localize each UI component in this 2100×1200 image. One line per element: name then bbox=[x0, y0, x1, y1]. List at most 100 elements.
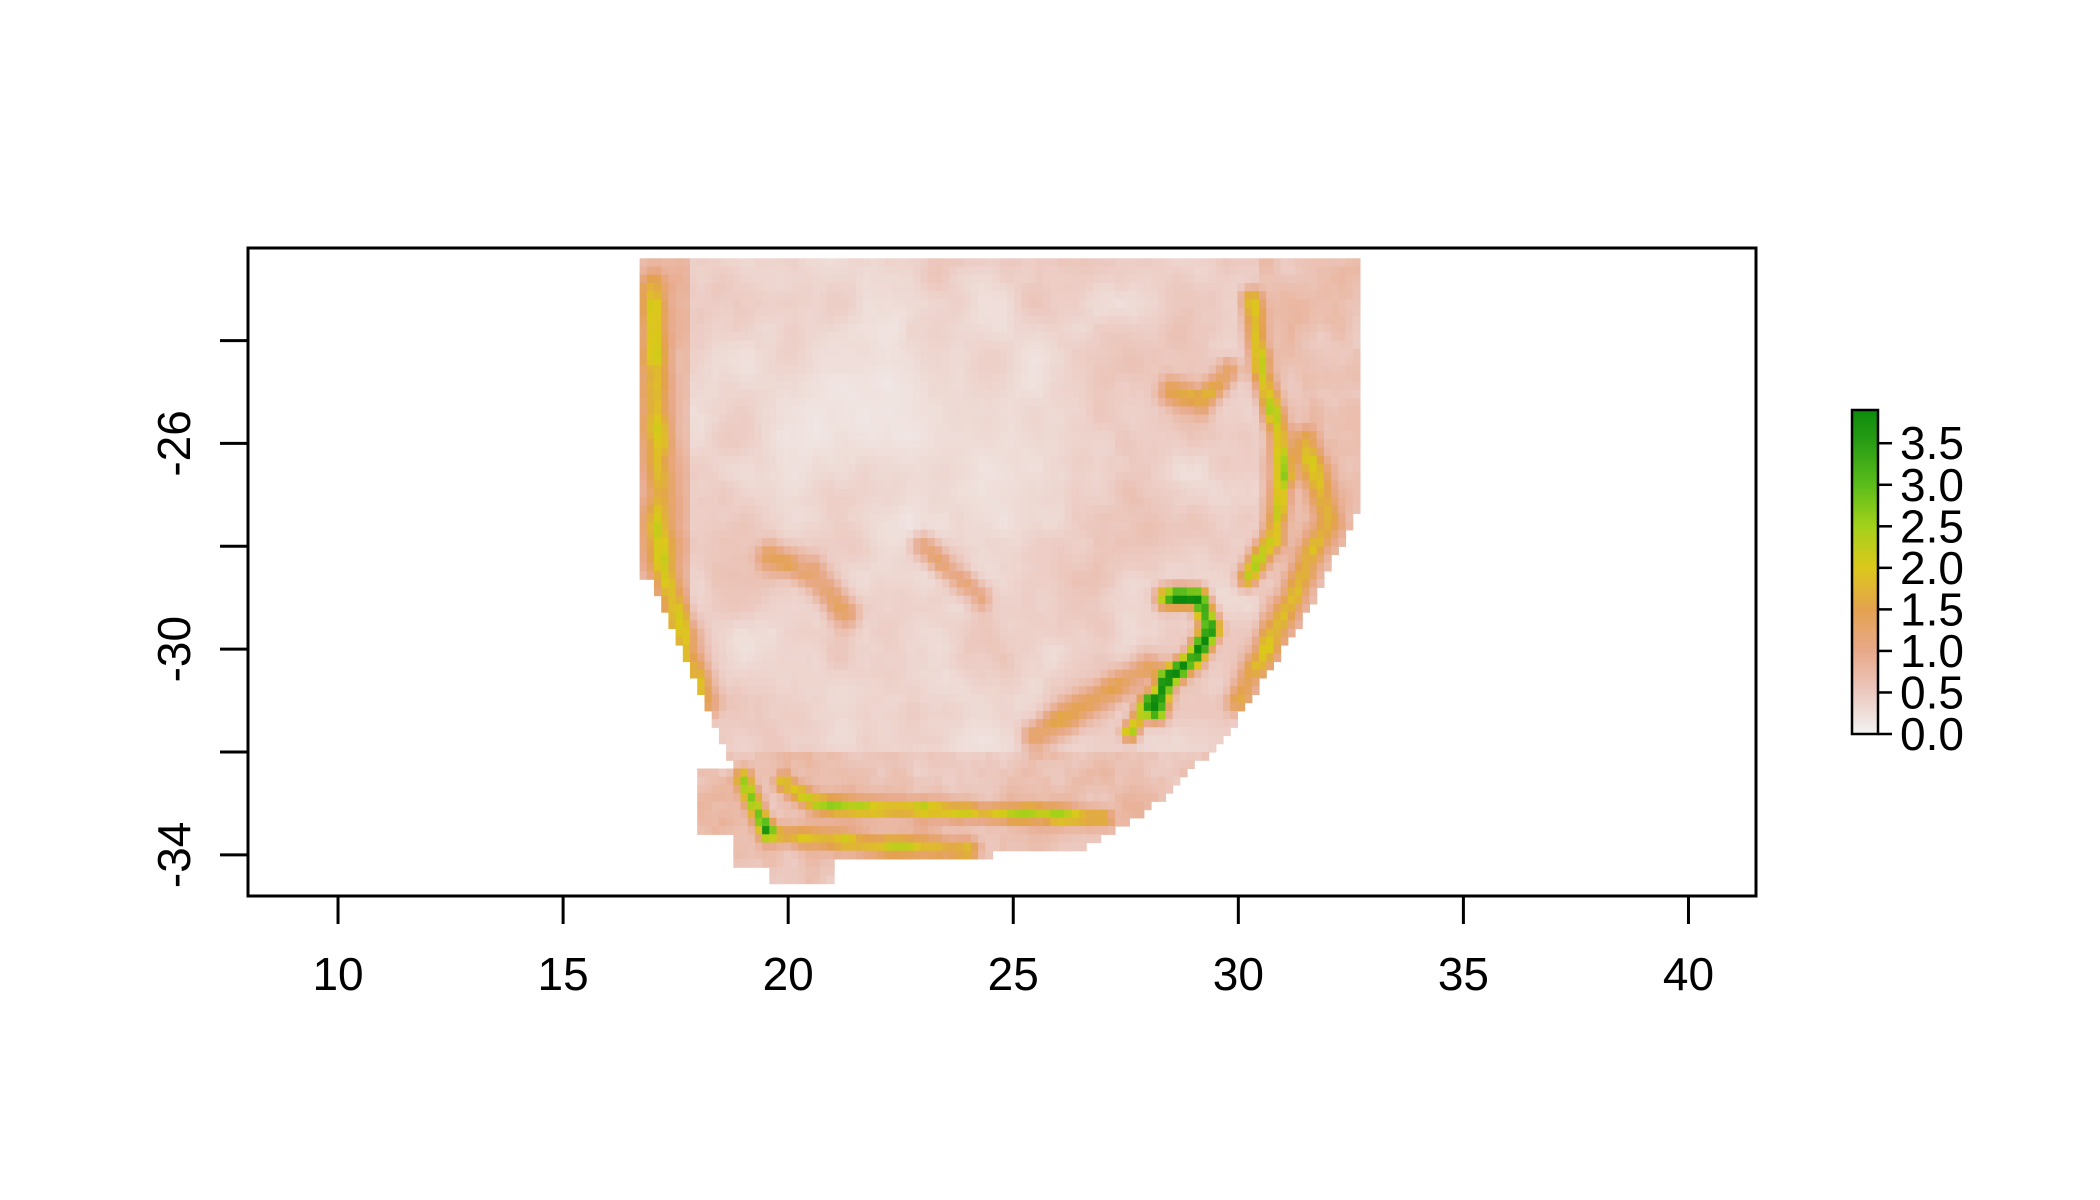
raster-cell bbox=[769, 332, 777, 341]
raster-cell bbox=[813, 374, 821, 383]
raster-cell bbox=[683, 423, 691, 432]
raster-cell bbox=[791, 563, 799, 572]
raster-cell bbox=[1338, 324, 1346, 333]
raster-cell bbox=[877, 678, 885, 687]
raster-cell bbox=[1014, 283, 1022, 292]
raster-cell bbox=[777, 497, 785, 506]
raster-cell bbox=[741, 481, 749, 490]
raster-cell bbox=[741, 357, 749, 366]
raster-cell bbox=[1129, 620, 1137, 629]
raster-cell bbox=[654, 258, 662, 267]
raster-cell bbox=[1295, 612, 1303, 621]
raster-cell bbox=[993, 349, 1001, 358]
raster-cell bbox=[1281, 275, 1289, 284]
raster-cell bbox=[1079, 324, 1087, 333]
raster-cell bbox=[798, 448, 806, 457]
raster-cell bbox=[719, 472, 727, 481]
raster-cell bbox=[1338, 275, 1346, 284]
raster-cell bbox=[1187, 530, 1195, 539]
raster-cell bbox=[1180, 382, 1188, 391]
raster-cell bbox=[1252, 341, 1260, 350]
raster-cell bbox=[856, 267, 864, 276]
raster-cell bbox=[1266, 423, 1274, 432]
raster-cell bbox=[1050, 398, 1058, 407]
raster-cell bbox=[798, 645, 806, 654]
raster-cell bbox=[733, 456, 741, 465]
raster-cell bbox=[683, 299, 691, 308]
raster-cell bbox=[668, 464, 676, 473]
raster-cell bbox=[1036, 332, 1044, 341]
raster-cell bbox=[849, 365, 857, 374]
raster-cell bbox=[733, 670, 741, 679]
raster-cell bbox=[942, 530, 950, 539]
raster-cell bbox=[870, 653, 878, 662]
raster-cell bbox=[1252, 481, 1260, 490]
raster-cell bbox=[928, 538, 936, 547]
raster-cell bbox=[733, 538, 741, 547]
raster-cell bbox=[1079, 258, 1087, 267]
raster-cell bbox=[1173, 563, 1181, 572]
raster-cell bbox=[748, 275, 756, 284]
raster-cell bbox=[762, 415, 770, 424]
raster-cell bbox=[1029, 596, 1037, 605]
raster-cell bbox=[1129, 538, 1137, 547]
raster-cell bbox=[668, 275, 676, 284]
raster-cell bbox=[1266, 662, 1274, 671]
raster-cell bbox=[1021, 505, 1029, 514]
raster-cell bbox=[1187, 390, 1195, 399]
raster-cell bbox=[640, 513, 648, 522]
raster-cell bbox=[964, 522, 972, 531]
raster-cell bbox=[913, 555, 921, 564]
raster-cell bbox=[899, 596, 907, 605]
raster-cell bbox=[1209, 645, 1217, 654]
raster-cell bbox=[1036, 299, 1044, 308]
raster-cell bbox=[1288, 620, 1296, 629]
raster-cell bbox=[1173, 464, 1181, 473]
raster-cell bbox=[1295, 538, 1303, 547]
raster-cell bbox=[668, 612, 676, 621]
raster-cell bbox=[1331, 258, 1339, 267]
raster-cell bbox=[676, 448, 684, 457]
raster-cell bbox=[1194, 406, 1202, 415]
raster-cell bbox=[849, 448, 857, 457]
raster-cell bbox=[762, 497, 770, 506]
raster-cell bbox=[841, 299, 849, 308]
raster-cell bbox=[1338, 390, 1346, 399]
raster-cell bbox=[841, 662, 849, 671]
raster-cell bbox=[942, 497, 950, 506]
raster-cell bbox=[741, 258, 749, 267]
raster-cell bbox=[1273, 382, 1281, 391]
raster-cell bbox=[1151, 258, 1159, 267]
raster-cell bbox=[1295, 448, 1303, 457]
raster-cell bbox=[640, 382, 648, 391]
raster-cell bbox=[726, 505, 734, 514]
raster-cell bbox=[1029, 571, 1037, 580]
raster-cell bbox=[949, 571, 957, 580]
raster-cell bbox=[712, 341, 720, 350]
raster-cell bbox=[1324, 349, 1332, 358]
raster-cell bbox=[1072, 596, 1080, 605]
raster-cell bbox=[1165, 571, 1173, 580]
raster-cell bbox=[1302, 481, 1310, 490]
raster-cell bbox=[690, 637, 698, 646]
raster-cell bbox=[668, 316, 676, 325]
raster-cell bbox=[1108, 497, 1116, 506]
raster-cell bbox=[668, 382, 676, 391]
raster-cell bbox=[957, 637, 965, 646]
raster-cell bbox=[1007, 579, 1015, 588]
raster-cell bbox=[1259, 439, 1267, 448]
raster-cell bbox=[827, 324, 835, 333]
raster-cell bbox=[971, 555, 979, 564]
raster-cell bbox=[1151, 341, 1159, 350]
raster-cell bbox=[913, 267, 921, 276]
raster-cell bbox=[697, 456, 705, 465]
raster-cell bbox=[1201, 275, 1209, 284]
raster-cell bbox=[949, 555, 957, 564]
raster-cell bbox=[640, 448, 648, 457]
raster-cell bbox=[755, 587, 763, 596]
raster-cell bbox=[906, 587, 914, 596]
raster-cell bbox=[813, 670, 821, 679]
raster-cell bbox=[1043, 439, 1051, 448]
raster-cell bbox=[712, 324, 720, 333]
raster-cell bbox=[705, 439, 713, 448]
